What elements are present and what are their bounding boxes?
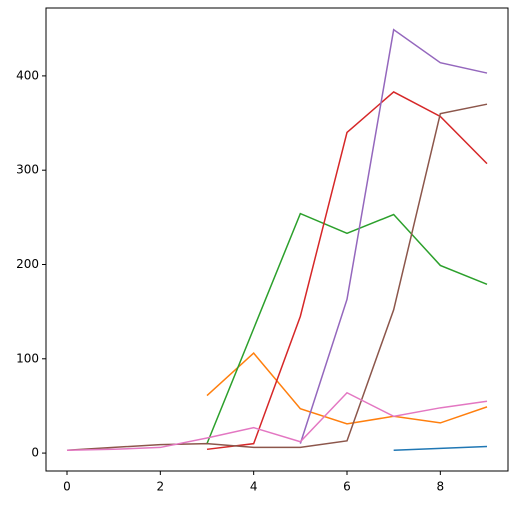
x-tick-label: 8 [437,480,445,494]
x-tick-label: 4 [250,480,258,494]
line [66,103,488,452]
line [66,391,488,452]
line [206,212,488,444]
axes-frame [45,7,509,472]
x-tick-label: 2 [157,480,165,494]
y-tick-label: 300 [16,163,39,177]
x-tick-label: 0 [63,480,71,494]
y-tick-label: 400 [16,68,39,82]
line [299,28,488,444]
y-tick-label: 200 [16,257,39,271]
y-tick-label: 0 [31,446,39,460]
y-tick-label: 100 [16,351,39,365]
x-tick-label: 6 [343,480,351,494]
line [206,91,488,451]
line [206,352,488,425]
line [393,445,488,452]
